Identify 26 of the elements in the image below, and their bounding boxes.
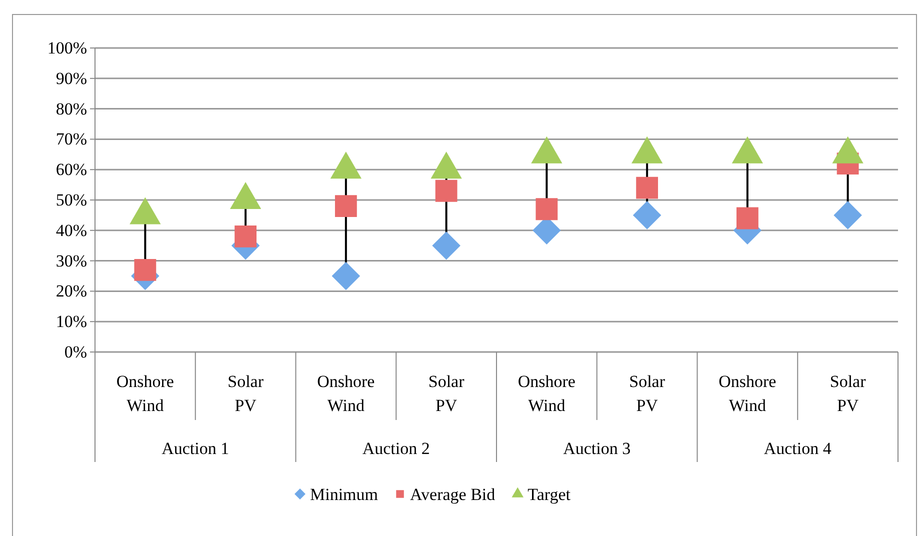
text: Auction 3 [563, 439, 631, 458]
text: Auction 4 [764, 439, 832, 458]
text: Auction 2 [362, 439, 430, 458]
x-tick-label: Onshore Wind [317, 372, 375, 415]
legend-label: Minimum [310, 485, 378, 504]
y-tick-label: 90% [56, 68, 87, 88]
y-tick-label: 10% [56, 312, 87, 332]
y-tick-label: 30% [56, 251, 87, 270]
y-tick-label: 40% [56, 220, 87, 240]
x-tick-label: Solar PV [428, 372, 465, 415]
y-tick-label: 100% [47, 38, 87, 58]
x-tick-label: Solar PV [228, 372, 264, 415]
x-tick-label: Solar PV [629, 372, 666, 415]
y-tick-label: 0% [64, 342, 87, 362]
x-tick-label: Onshore Wind [518, 372, 576, 415]
text: Auction 1 [162, 439, 230, 458]
y-tick-label: 60% [56, 160, 87, 180]
x-tick-label: Solar PV [830, 372, 866, 415]
x-tick-label: Onshore Wind [718, 372, 776, 415]
legend-label: Target [528, 485, 571, 504]
y-tick-label: 20% [56, 282, 87, 301]
y-tick-label: 70% [56, 130, 87, 149]
y-tick-label: 50% [56, 190, 87, 210]
legend-label: Average Bid [410, 485, 496, 504]
x-tick-label: Onshore Wind [116, 372, 174, 415]
y-tick-label: 80% [56, 99, 87, 118]
